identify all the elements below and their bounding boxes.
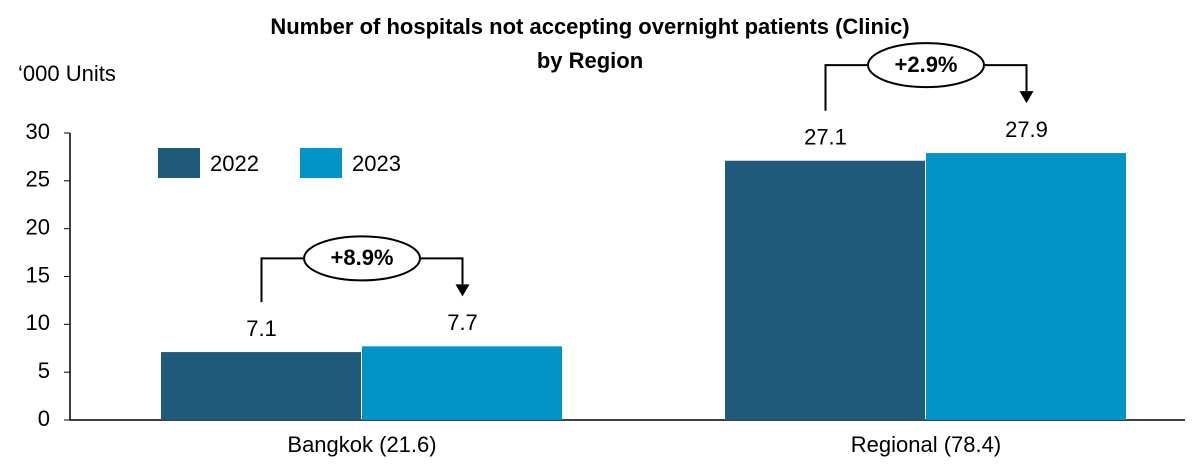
legend-swatch bbox=[300, 148, 342, 178]
bar bbox=[161, 352, 361, 420]
legend-label: 2023 bbox=[352, 151, 401, 176]
legend-swatch bbox=[158, 148, 200, 178]
annotation-bubble bbox=[867, 42, 985, 89]
annotation: +2.9% bbox=[895, 52, 958, 77]
bar bbox=[362, 346, 562, 420]
annotation-arrow bbox=[1019, 91, 1034, 104]
y-tick-label: 10 bbox=[26, 310, 50, 335]
y-axis-label: ‘000 Units bbox=[18, 61, 116, 86]
value-label: 27.1 bbox=[804, 125, 847, 150]
x-tick-label: Bangkok (21.6) bbox=[287, 432, 436, 457]
annotation-bubble bbox=[303, 235, 421, 282]
chart-title: by Region bbox=[537, 48, 643, 73]
y-tick-label: 30 bbox=[26, 119, 50, 144]
y-tick-label: 5 bbox=[38, 358, 50, 383]
chart-title: Number of hospitals not accepting overni… bbox=[270, 14, 909, 39]
bar bbox=[725, 160, 925, 420]
value-label: 7.7 bbox=[447, 310, 478, 335]
value-label: 27.9 bbox=[1005, 117, 1048, 142]
annotation: +8.9% bbox=[331, 245, 394, 270]
annotation-arrow bbox=[455, 284, 470, 297]
y-tick-label: 15 bbox=[26, 262, 50, 287]
y-tick-label: 20 bbox=[26, 214, 50, 239]
legend-label: 2022 bbox=[210, 151, 259, 176]
x-tick-label: Regional (78.4) bbox=[851, 432, 1001, 457]
y-tick-label: 25 bbox=[26, 167, 50, 192]
y-tick-label: 0 bbox=[38, 406, 50, 431]
value-label: 7.1 bbox=[246, 316, 277, 341]
bar bbox=[926, 153, 1126, 420]
